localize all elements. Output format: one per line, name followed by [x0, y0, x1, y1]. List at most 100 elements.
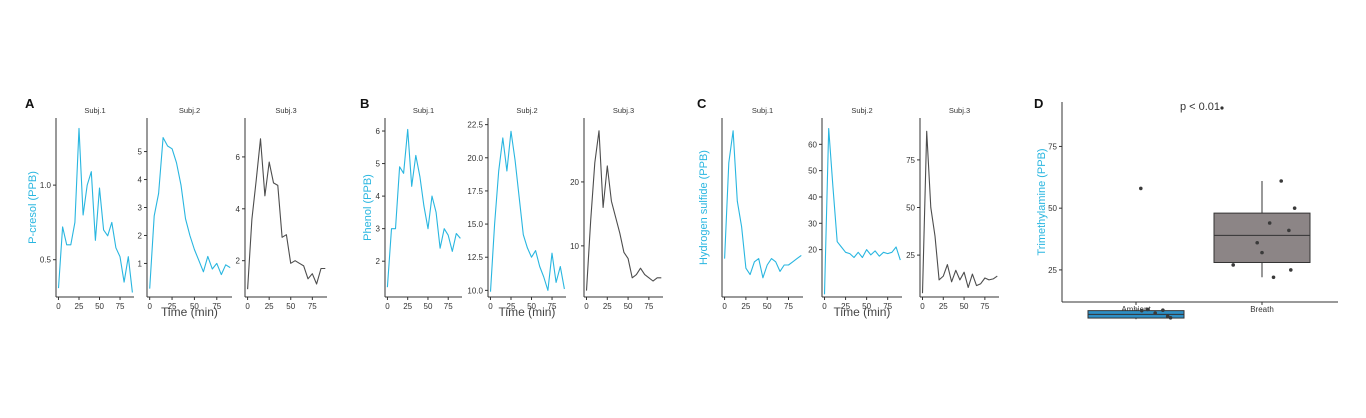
series-line [57, 127, 133, 293]
series-line [585, 130, 662, 291]
data-point [1165, 314, 1170, 319]
data-point [1139, 186, 1143, 191]
series-line [724, 130, 802, 279]
data-point [1287, 228, 1291, 233]
y-tick-label: 10 [570, 242, 579, 251]
series-line [247, 138, 326, 290]
x-tick-label: 0 [920, 302, 925, 311]
y-tick-label: 50 [1048, 204, 1057, 213]
x-tick-label: Breath [1250, 305, 1274, 314]
x-tick-label: 25 [403, 302, 412, 311]
y-tick-label: 1.0 [40, 181, 52, 190]
y-tick-label: 2 [138, 231, 143, 240]
x-tick-label: 0 [488, 302, 493, 311]
facet-strip-label: Subj.2 [851, 106, 872, 115]
y-tick-label: 4 [376, 192, 381, 201]
y-tick-label: 20 [570, 178, 579, 187]
box-breath [1213, 179, 1311, 280]
y-axis-label: Phenol (PPB) [362, 174, 374, 241]
x-tick-label: 0 [56, 302, 61, 311]
x-tick-label: 25 [75, 302, 84, 311]
data-point [1139, 308, 1144, 313]
y-tick-label: 12.5 [467, 253, 483, 262]
facet-1: Subj.1 2 3 4 5 6 0 25 50 75 [376, 106, 462, 311]
y-tick-label: 17.5 [467, 187, 483, 196]
x-tick-label: 50 [424, 302, 433, 311]
data-point [1289, 268, 1293, 272]
data-point [1279, 179, 1283, 183]
y-tick-label: 5 [138, 148, 143, 157]
panel-letter: D [1034, 96, 1043, 111]
x-tick-label: 75 [116, 302, 125, 311]
facet-1: Subj.1 0.5 1.0 0 25 50 75 [40, 106, 134, 311]
series-line [489, 130, 565, 292]
x-tick-label: 50 [527, 302, 536, 311]
y-tick-label: 0.5 [40, 256, 52, 265]
y-tick-label: 3 [138, 204, 143, 213]
y-tick-label: 50 [906, 204, 915, 213]
panel-letter: C [697, 96, 707, 111]
x-tick-label: 75 [212, 302, 221, 311]
annotation-point [1220, 106, 1224, 110]
y-tick-label: 40 [808, 193, 817, 202]
x-tick-label: 0 [245, 302, 250, 311]
y-tick-label: 2 [236, 257, 241, 266]
x-tick-label: 0 [584, 302, 589, 311]
facet-3: Subj.3 25 50 75 0 25 50 75 [906, 106, 999, 311]
series-line [921, 130, 998, 294]
y-axis-label: P-cresol (PPB) [27, 171, 39, 244]
facet-strip-label: Subj.1 [84, 106, 105, 115]
x-axis-label: Time (min) [499, 305, 556, 319]
x-tick-label: 75 [308, 302, 317, 311]
y-tick-label: 1 [138, 259, 143, 268]
series-line [823, 127, 901, 295]
x-tick-label: 75 [444, 302, 453, 311]
x-tick-label: 25 [265, 302, 274, 311]
x-tick-label: 75 [784, 302, 793, 311]
panel-b: B Phenol (PPB) Time (min) Subj.1 2 3 4 5 6 0 25 50 7… [360, 96, 663, 319]
panel-c: C Hydrogen sulfide (PPB) Time (min) Subj.1 0… [697, 96, 999, 319]
x-tick-label: 50 [862, 302, 871, 311]
y-axis-label: Trimethylamine (PPB) [1036, 148, 1048, 255]
x-tick-label: 50 [624, 302, 633, 311]
y-tick-label: 15.0 [467, 220, 483, 229]
x-tick-label: 50 [960, 302, 969, 311]
box-ambient [1087, 186, 1185, 320]
y-tick-label: 30 [808, 219, 817, 228]
data-point [1231, 263, 1235, 267]
y-axis-label: Hydrogen sulfide (PPB) [698, 150, 710, 265]
x-tick-label: 75 [548, 302, 557, 311]
x-tick-label: 0 [722, 302, 727, 311]
facet-strip-label: Subj.2 [179, 106, 200, 115]
facet-2: Subj.2 10.0 12.5 15.0 17.5 20.0 22.5 0 25 50 75 [467, 106, 566, 311]
p-value-annotation: p < 0.01 [1180, 101, 1220, 113]
data-point [1292, 206, 1297, 210]
data-point [1153, 311, 1157, 315]
x-tick-label: 50 [763, 302, 772, 311]
x-axis-label: Time (min) [161, 305, 218, 319]
x-tick-label: 75 [980, 302, 989, 311]
data-point [1271, 275, 1276, 280]
x-tick-label: 0 [147, 302, 152, 311]
y-tick-label: 50 [808, 167, 817, 176]
x-tick-label: 0 [385, 302, 390, 311]
x-tick-label: 25 [507, 302, 516, 311]
x-tick-label: 25 [603, 302, 612, 311]
y-tick-label: 10.0 [467, 286, 483, 295]
y-tick-label: 25 [906, 251, 915, 260]
y-tick-label: 3 [376, 225, 381, 234]
facet-strip-label: Subj.3 [949, 106, 970, 115]
data-point [1145, 307, 1150, 312]
x-tick-label: 75 [644, 302, 653, 311]
data-point [1161, 308, 1165, 312]
x-tick-label: 25 [168, 302, 177, 311]
facet-strip-label: Subj.1 [413, 106, 434, 115]
facet-strip-label: Subj.1 [752, 106, 773, 115]
facet-strip-label: Subj.3 [613, 106, 634, 115]
facet-1: Subj.1 0 25 50 75 [721, 106, 803, 311]
x-tick-label: 75 [883, 302, 892, 311]
data-point [1168, 316, 1173, 320]
y-tick-label: 60 [808, 140, 817, 149]
